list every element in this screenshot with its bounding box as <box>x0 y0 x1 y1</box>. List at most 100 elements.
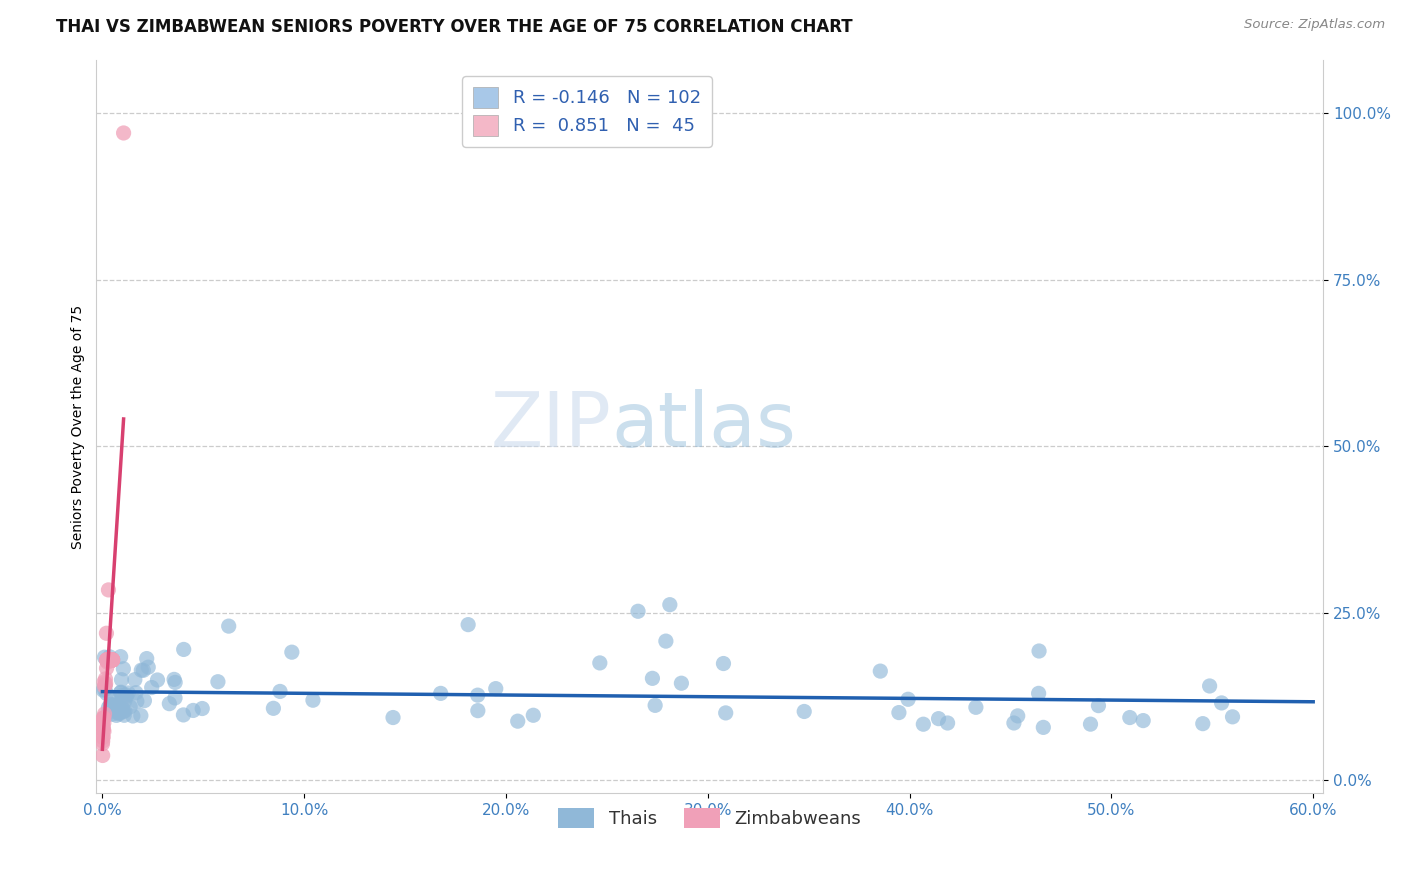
Point <box>1007 709 1029 723</box>
Point <box>91 748 114 763</box>
Point <box>93 706 115 721</box>
Point <box>897 692 920 706</box>
Point <box>1132 714 1154 728</box>
Point <box>506 714 529 728</box>
Point <box>96 655 118 669</box>
Point <box>101 653 124 667</box>
Point <box>101 653 124 667</box>
Point <box>125 694 148 708</box>
Point <box>589 656 612 670</box>
Point <box>101 653 124 667</box>
Point <box>105 699 128 714</box>
Point <box>91 719 114 733</box>
Point <box>112 662 135 676</box>
Point <box>96 653 118 667</box>
Point <box>887 706 910 720</box>
Point <box>94 679 117 693</box>
Point <box>94 672 117 686</box>
Point <box>101 653 124 667</box>
Point <box>928 712 950 726</box>
Point <box>165 675 187 690</box>
Point <box>1222 710 1244 724</box>
Point <box>101 707 124 722</box>
Point <box>1191 716 1213 731</box>
Point <box>869 664 891 678</box>
Point <box>93 682 115 697</box>
Point <box>181 703 204 717</box>
Point <box>97 700 120 714</box>
Point <box>269 684 291 698</box>
Point <box>101 653 124 667</box>
Point <box>98 698 121 712</box>
Point <box>485 681 508 696</box>
Point <box>111 702 134 716</box>
Point <box>124 673 146 687</box>
Point <box>655 634 678 648</box>
Point <box>114 704 136 718</box>
Point <box>94 676 117 690</box>
Point <box>93 711 115 725</box>
Point <box>457 617 479 632</box>
Point <box>191 701 214 715</box>
Point <box>627 604 650 618</box>
Point <box>115 690 138 704</box>
Point <box>101 653 124 667</box>
Point <box>101 653 124 667</box>
Point <box>1028 686 1050 700</box>
Point <box>96 661 118 675</box>
Point <box>91 730 114 744</box>
Point <box>714 706 737 720</box>
Point <box>97 653 120 667</box>
Point <box>93 680 115 694</box>
Point <box>107 706 129 720</box>
Text: Source: ZipAtlas.com: Source: ZipAtlas.com <box>1244 18 1385 31</box>
Point <box>131 663 153 677</box>
Point <box>97 582 120 597</box>
Point <box>713 657 735 671</box>
Point <box>93 675 115 690</box>
Point <box>96 626 118 640</box>
Point <box>101 653 124 667</box>
Point <box>429 686 451 700</box>
Point <box>93 650 115 665</box>
Text: ZIP: ZIP <box>491 390 612 464</box>
Point <box>382 710 405 724</box>
Point <box>96 653 118 667</box>
Point <box>105 699 128 714</box>
Point <box>1119 710 1142 724</box>
Point <box>91 723 114 737</box>
Point <box>1002 716 1025 731</box>
Point <box>136 660 159 674</box>
Point <box>98 649 121 664</box>
Point <box>96 653 118 667</box>
Point <box>1211 696 1233 710</box>
Point <box>172 707 194 722</box>
Point <box>134 693 156 707</box>
Point <box>146 673 169 687</box>
Point <box>101 693 124 707</box>
Point <box>163 673 186 687</box>
Point <box>117 686 139 700</box>
Point <box>467 688 489 702</box>
Point <box>107 706 129 720</box>
Point <box>111 688 134 702</box>
Point <box>108 705 131 719</box>
Point <box>135 651 157 665</box>
Y-axis label: Seniors Poverty Over the Age of 75: Seniors Poverty Over the Age of 75 <box>72 304 86 549</box>
Point <box>96 653 118 667</box>
Point <box>965 700 987 714</box>
Point <box>112 705 135 719</box>
Text: atlas: atlas <box>612 390 797 464</box>
Point <box>522 708 544 723</box>
Point <box>302 693 325 707</box>
Point <box>110 673 132 687</box>
Point <box>104 698 127 712</box>
Point <box>91 731 114 745</box>
Point <box>112 126 135 140</box>
Point <box>141 681 163 695</box>
Point <box>132 663 155 677</box>
Point <box>110 686 132 700</box>
Point <box>1028 644 1050 658</box>
Legend: Thais, Zimbabweans: Thais, Zimbabweans <box>551 800 869 836</box>
Point <box>121 709 143 723</box>
